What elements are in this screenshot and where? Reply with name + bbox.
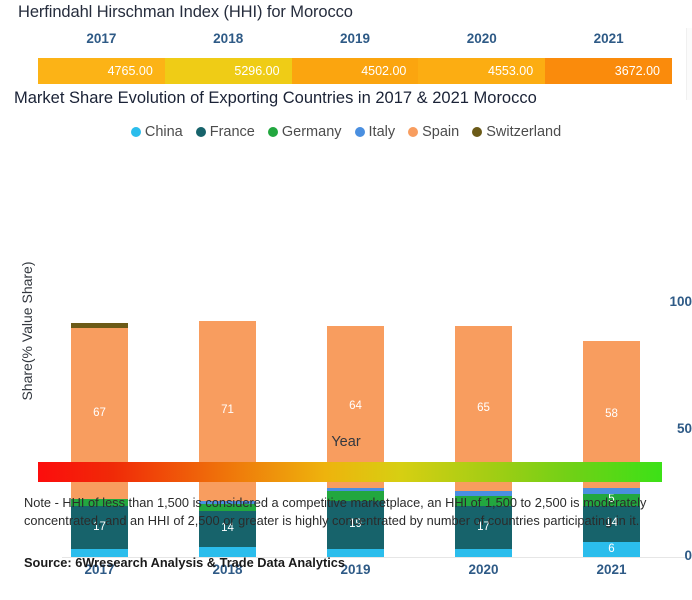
right-edge-artifact [686, 28, 692, 100]
bar-segment-germany[interactable] [71, 498, 128, 507]
bar-segment-value: 67 [93, 406, 106, 419]
hhi-value-bar: 4765.00 5296.00 4502.00 4553.00 3672.00 [38, 58, 672, 84]
bar-segment-china[interactable]: 6 [583, 541, 640, 557]
bar-segment-value: 58 [605, 408, 618, 421]
hhi-year-header-row: 2017 2018 2019 2020 2021 [38, 31, 672, 53]
hhi-year-label: 2019 [339, 31, 371, 46]
bar-segment-switzerland[interactable] [71, 323, 128, 329]
source-text: Source: 6Wresearch Analysis & Trade Data… [24, 555, 346, 570]
bar-segment-italy[interactable] [583, 488, 640, 494]
legend-item-china[interactable]: China [130, 124, 183, 140]
hhi-year-label: 2018 [213, 31, 244, 46]
hhi-value-cell: 3672.00 [545, 58, 672, 84]
legend-swatch-icon [408, 127, 419, 137]
legend-label: Germany [281, 124, 342, 140]
legend-label: China [144, 124, 183, 140]
hhi-value-text: 5296.00 [234, 64, 280, 78]
bar-segment-germany[interactable] [327, 490, 384, 502]
hhi-year-label: 2017 [86, 31, 117, 46]
hhi-value-text: 3672.00 [614, 64, 660, 78]
hhi-value-cell: 4765.00 [38, 58, 165, 84]
hhi-year-label: 2020 [466, 31, 497, 46]
hhi-value-text: 4502.00 [361, 64, 407, 78]
bar-segment-value: 71 [221, 404, 234, 417]
bar-segment-value: 65 [477, 401, 490, 414]
legend-swatch-icon [267, 127, 278, 137]
legend-swatch-icon [472, 127, 483, 137]
legend-item-spain[interactable]: Spain [408, 124, 459, 140]
hhi-scale-gradient [38, 462, 662, 482]
legend-swatch-icon [195, 127, 206, 137]
hhi-value-cell: 4502.00 [291, 58, 419, 84]
x-axis-line [62, 557, 686, 558]
bar-segment-china[interactable] [199, 546, 256, 557]
bar-segment-france[interactable]: 14 [199, 511, 256, 547]
x-axis-tick: 2021 [596, 562, 627, 577]
hhi-value-text: 4553.00 [488, 64, 534, 78]
bar-segment-china[interactable] [71, 549, 128, 557]
x-axis-tick: 2018 [212, 562, 243, 577]
chart-title: Market Share Evolution of Exporting Coun… [14, 89, 537, 107]
y-axis-title: Share(% Value Share) [19, 261, 35, 401]
bar-segment-germany[interactable] [455, 496, 512, 507]
hhi-value-text: 4765.00 [107, 64, 153, 78]
bar-segment-china[interactable] [327, 549, 384, 557]
hhi-title: Herfindahl Hirschman Index (HHI) for Mor… [18, 3, 353, 21]
chart-legend: China France Germany Italy Spain Switzerland [0, 124, 692, 140]
y-axis-tick: 0 [684, 548, 692, 563]
legend-label: France [209, 124, 255, 140]
bar-segment-china[interactable] [455, 549, 512, 557]
legend-swatch-icon [354, 127, 365, 137]
bar-segment-spain[interactable]: 64 [327, 325, 384, 489]
bar-segment-italy[interactable] [327, 488, 384, 491]
note-text: Note - HHI of less than 1,500 is conside… [24, 495, 647, 529]
legend-swatch-icon [130, 127, 141, 137]
bar-segment-italy[interactable] [455, 490, 512, 497]
legend-label: Italy [368, 124, 396, 140]
hhi-value-cell: 5296.00 [164, 58, 292, 84]
x-axis-title: Year [331, 434, 361, 450]
x-axis-tick: 2020 [468, 562, 499, 577]
y-axis-tick: 100 [669, 294, 692, 309]
legend-label: Switzerland [486, 124, 562, 140]
legend-label: Spain [422, 124, 460, 140]
legend-item-switzerland[interactable]: Switzerland [472, 124, 561, 140]
plot-area: Share(% Value Share) 67 17 71 14 64 19 65 17 58 5… [0, 148, 692, 577]
x-axis-tick: 2017 [84, 562, 115, 577]
bar-segment-value: 64 [349, 400, 362, 413]
x-axis-tick: 2019 [340, 562, 371, 577]
bar-segment-france[interactable]: 17 [71, 506, 128, 550]
legend-item-italy[interactable]: Italy [354, 124, 396, 140]
hhi-value-cell: 4553.00 [418, 58, 546, 84]
y-axis-tick: 50 [676, 421, 692, 436]
bar-segment-france[interactable]: 14 [583, 506, 640, 542]
bar-segment-germany[interactable] [199, 503, 256, 512]
bar-segment-value: 6 [608, 542, 615, 555]
legend-item-france[interactable]: France [195, 124, 255, 140]
legend-item-germany[interactable]: Germany [267, 124, 342, 140]
hhi-year-label: 2021 [593, 31, 624, 46]
bar-segment-italy[interactable] [199, 501, 256, 504]
